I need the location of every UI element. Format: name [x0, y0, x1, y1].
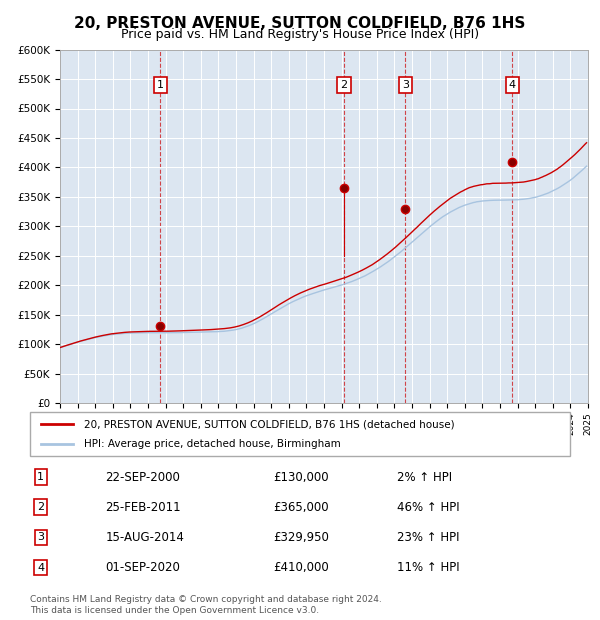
FancyBboxPatch shape	[30, 412, 570, 456]
Text: HPI: Average price, detached house, Birmingham: HPI: Average price, detached house, Birm…	[84, 438, 341, 448]
Text: 1: 1	[157, 80, 164, 90]
Text: £410,000: £410,000	[273, 561, 329, 574]
Text: Price paid vs. HM Land Registry's House Price Index (HPI): Price paid vs. HM Land Registry's House …	[121, 28, 479, 41]
Text: 2% ↑ HPI: 2% ↑ HPI	[397, 471, 452, 484]
Text: 25-FEB-2011: 25-FEB-2011	[106, 501, 181, 514]
Text: £130,000: £130,000	[273, 471, 329, 484]
Text: 2: 2	[37, 502, 44, 512]
Text: 1: 1	[37, 472, 44, 482]
Text: 11% ↑ HPI: 11% ↑ HPI	[397, 561, 460, 574]
Text: 4: 4	[509, 80, 516, 90]
Text: 22-SEP-2000: 22-SEP-2000	[106, 471, 181, 484]
Text: 3: 3	[37, 533, 44, 542]
Text: 01-SEP-2020: 01-SEP-2020	[106, 561, 181, 574]
Text: 23% ↑ HPI: 23% ↑ HPI	[397, 531, 460, 544]
Text: 20, PRESTON AVENUE, SUTTON COLDFIELD, B76 1HS (detached house): 20, PRESTON AVENUE, SUTTON COLDFIELD, B7…	[84, 420, 455, 430]
Text: £329,950: £329,950	[273, 531, 329, 544]
Text: 15-AUG-2014: 15-AUG-2014	[106, 531, 184, 544]
Text: 4: 4	[37, 563, 44, 573]
Text: 2: 2	[340, 80, 347, 90]
Text: 3: 3	[402, 80, 409, 90]
Text: 20, PRESTON AVENUE, SUTTON COLDFIELD, B76 1HS: 20, PRESTON AVENUE, SUTTON COLDFIELD, B7…	[74, 16, 526, 30]
Text: 46% ↑ HPI: 46% ↑ HPI	[397, 501, 460, 514]
Text: £365,000: £365,000	[273, 501, 329, 514]
Text: Contains HM Land Registry data © Crown copyright and database right 2024.
This d: Contains HM Land Registry data © Crown c…	[30, 595, 382, 614]
